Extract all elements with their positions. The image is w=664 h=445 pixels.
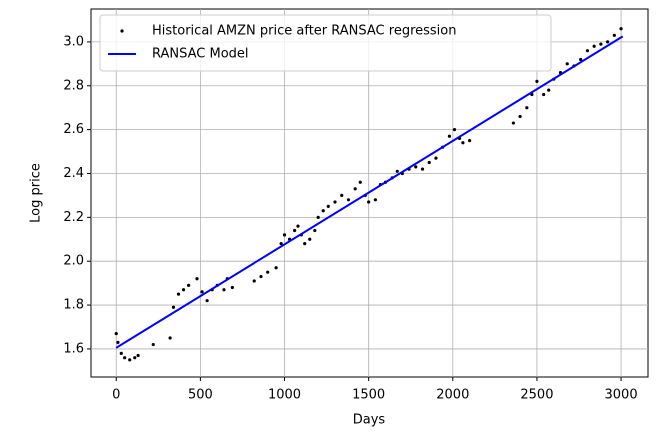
- scatter-point: [395, 169, 399, 173]
- scatter-point: [128, 358, 132, 362]
- legend: Historical AMZN price after RANSAC regre…: [99, 14, 552, 72]
- scatter-point: [452, 128, 457, 132]
- y-tick-label: 2.6: [63, 122, 84, 137]
- scatter-point: [333, 200, 337, 204]
- scatter-point: [565, 62, 569, 66]
- scatter-point: [195, 277, 199, 281]
- scatter-point: [468, 138, 472, 143]
- scatter-point: [293, 228, 297, 233]
- scatter-point: [326, 204, 330, 208]
- scatter-point: [420, 167, 425, 171]
- scatter-point: [313, 228, 317, 233]
- scatter-point: [542, 92, 546, 97]
- scatter-point: [116, 340, 120, 344]
- scatter-point: [252, 279, 256, 283]
- scatter-point: [308, 237, 312, 241]
- legend-marker: [120, 29, 124, 33]
- scatter-point: [606, 40, 610, 44]
- y-tick-label: 2.4: [63, 166, 84, 181]
- scatter-point: [599, 42, 603, 46]
- scatter-point: [222, 288, 226, 292]
- y-tick-label: 1.6: [63, 341, 84, 356]
- scatter-point: [279, 242, 283, 246]
- scatter-point: [353, 187, 357, 191]
- scatter-point: [414, 165, 418, 169]
- scatter-point: [274, 266, 278, 270]
- x-tick-label: 500: [188, 388, 213, 403]
- scatter-point: [151, 342, 155, 347]
- y-tick-label: 2.2: [63, 210, 84, 225]
- scatter-point: [619, 27, 623, 31]
- scatter-point: [547, 88, 551, 92]
- x-tick-label: 1000: [268, 388, 301, 403]
- legend-label: RANSAC Model: [152, 47, 249, 62]
- x-axis-label: Days: [353, 413, 386, 428]
- scatter-point: [511, 121, 515, 125]
- y-tick-label: 3.0: [63, 34, 84, 49]
- scatter-point: [205, 299, 209, 303]
- x-tick-label: 2000: [436, 388, 469, 403]
- plot-frame: [90, 8, 649, 378]
- scatter-point: [187, 283, 191, 287]
- scatter-point: [434, 156, 438, 160]
- regression-line: [115, 35, 624, 349]
- x-tick-label: 2500: [520, 388, 553, 403]
- scatter-point: [176, 292, 181, 296]
- y-tick-label: 2.0: [63, 254, 84, 269]
- scatter-point: [123, 356, 127, 360]
- scatter-point: [296, 224, 300, 228]
- x-tick-label: 1500: [352, 388, 385, 403]
- scatter-point: [447, 134, 452, 138]
- x-tick-label: 3000: [605, 388, 638, 403]
- scatter-point: [133, 356, 137, 360]
- scatter-point: [168, 336, 172, 340]
- scatter-point: [367, 200, 371, 204]
- scatter-point: [230, 285, 234, 290]
- scatter-point: [346, 198, 351, 202]
- scatter-point: [136, 353, 140, 358]
- scatter-point: [373, 198, 377, 202]
- scatter-point: [518, 114, 522, 119]
- scatter-point: [282, 233, 287, 237]
- scatter-point: [171, 305, 176, 309]
- scatter-point: [358, 180, 362, 184]
- scatter-point: [340, 193, 344, 198]
- x-tick-label: 0: [112, 388, 120, 403]
- scatter-point: [427, 160, 431, 165]
- scatter-point: [181, 288, 186, 292]
- y-tick-label: 2.8: [63, 78, 84, 93]
- scatter-point: [200, 290, 204, 294]
- scatter-point: [525, 106, 529, 110]
- scatter-point: [316, 215, 320, 219]
- scatter-point: [535, 79, 539, 83]
- scatter-point: [259, 274, 263, 279]
- scatter-point: [592, 44, 596, 48]
- scatter-point: [461, 141, 465, 145]
- scatter-point: [612, 33, 616, 37]
- legend-label: Historical AMZN price after RANSAC regre…: [152, 24, 456, 39]
- scatter-point: [585, 49, 590, 53]
- y-tick-label: 1.8: [63, 298, 84, 313]
- scatter-point: [321, 209, 325, 213]
- legend-box: [99, 14, 552, 72]
- y-axis-label: Log price: [29, 163, 44, 223]
- scatter-point: [119, 351, 123, 355]
- scatter-point: [303, 242, 307, 246]
- scatter-point: [114, 331, 118, 336]
- scatter-point: [579, 57, 583, 62]
- scatter-point: [266, 270, 270, 274]
